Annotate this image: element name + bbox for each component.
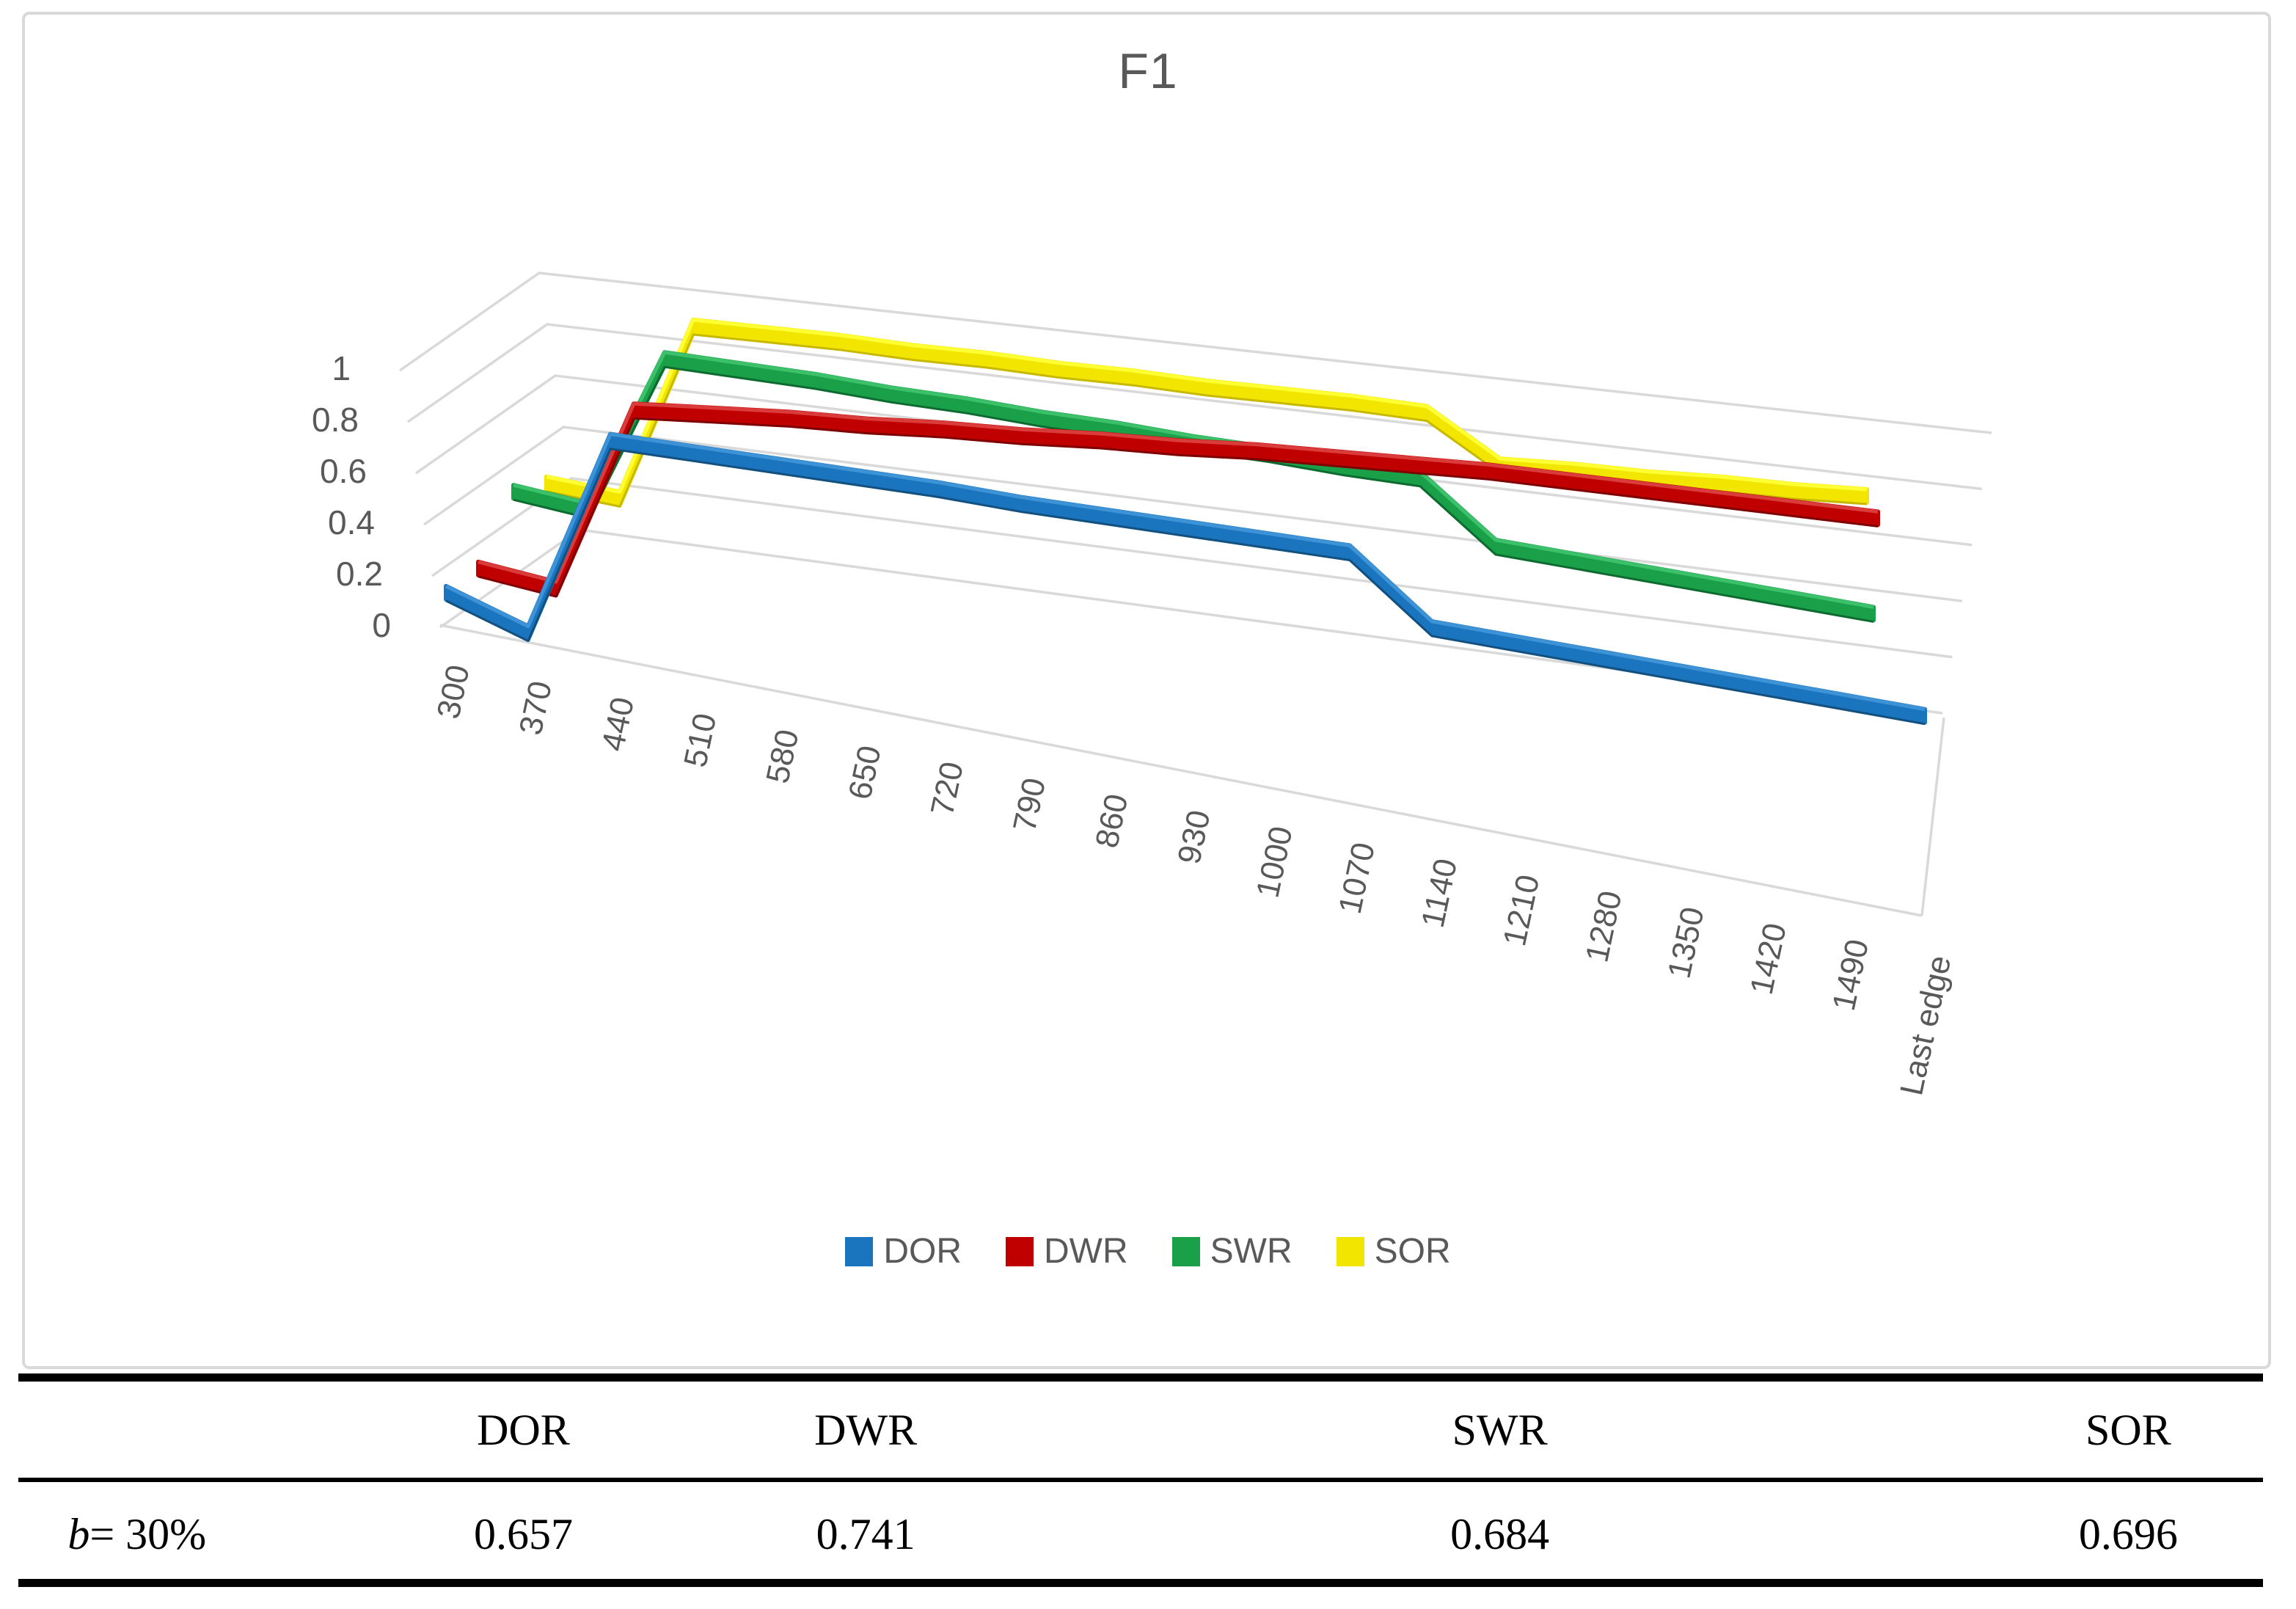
- x-axis-label: 1140: [1415, 855, 1465, 931]
- table-value-dwr: 0.741: [816, 1509, 915, 1558]
- table-value-dor: 0.657: [473, 1509, 573, 1558]
- chart-panel: [22, 12, 2271, 1369]
- x-axis-label: 1280: [1579, 888, 1628, 966]
- x-axis-label: 1350: [1661, 904, 1711, 982]
- series-ribbon-top-edge-dor: [445, 432, 1926, 712]
- legend-label-dwr: DWR: [1044, 1232, 1128, 1271]
- x-axis-label: 440: [595, 694, 641, 754]
- value-gridline: [398, 271, 1992, 434]
- table-header-swr: SWR: [1452, 1405, 1548, 1454]
- table-rule-top: [18, 1373, 2263, 1382]
- y-axis-label: 0.6: [320, 452, 367, 490]
- x-axis-label: 860: [1089, 791, 1135, 851]
- row-label-rest: = 30%: [89, 1509, 207, 1558]
- x-axis-label: 370: [513, 678, 559, 738]
- x-axis-label: 1210: [1496, 872, 1546, 949]
- x-axis-label: 1490: [1826, 936, 1876, 1014]
- legend-item-sor: SOR: [1336, 1231, 1451, 1271]
- y-axis-label: 0.4: [328, 503, 375, 541]
- legend-label-sor: SOR: [1374, 1232, 1451, 1271]
- table-data-row: b = 30% 0.657 0.741 0.684 0.696: [18, 1495, 2263, 1573]
- series-ribbon-bottom-edge-dor: [445, 448, 1926, 726]
- chart-title: F1: [1118, 43, 1178, 99]
- legend-swatch-swr: [1171, 1236, 1200, 1266]
- y-axis-label: 0.2: [336, 555, 383, 593]
- x-axis-label: 1420: [1744, 920, 1794, 998]
- table-value-sor: 0.696: [2078, 1509, 2178, 1558]
- table-header-dwr: DWR: [814, 1405, 918, 1454]
- table-rule-bottom: [18, 1579, 2263, 1587]
- legend-label-dor: DOR: [883, 1232, 962, 1271]
- legend-item-swr: SWR: [1171, 1231, 1293, 1271]
- table-header-dor: DOR: [477, 1405, 570, 1454]
- series-ribbon-top-edge-swr: [513, 350, 1874, 609]
- x-axis-label: 1070: [1332, 839, 1382, 917]
- x-axis-label: 790: [1006, 775, 1053, 835]
- table-header-spacer: [18, 1391, 321, 1469]
- chart-legend: DOR DWR SWR SOR: [0, 1231, 2296, 1271]
- series-ribbon-bottom-edge-dwr: [478, 417, 1879, 598]
- legend-swatch-dwr: [1006, 1236, 1034, 1266]
- floor-right-edge: [1920, 717, 1945, 916]
- 3d-line-chart: 300 370 440 510 580 650 720 790 860 930 1000 1070 11…: [312, 271, 1992, 1098]
- x-axis-label: 930: [1171, 807, 1217, 867]
- table-rule-middle: [18, 1478, 2263, 1482]
- table-value-swr: 0.684: [1450, 1509, 1550, 1558]
- x-axis-label: 650: [842, 743, 888, 803]
- value-gridline: [406, 323, 1982, 491]
- x-axis-label: 720: [924, 759, 970, 819]
- x-axis-label: 580: [759, 726, 805, 787]
- row-label-variable: b: [67, 1509, 90, 1558]
- x-axis-label: 510: [677, 710, 723, 770]
- y-axis-label: 0: [372, 606, 391, 644]
- y-axis-label: 0.8: [312, 401, 359, 439]
- legend-item-dor: DOR: [845, 1231, 962, 1271]
- x-axis-label: 1000: [1249, 823, 1299, 901]
- legend-label-swr: SWR: [1210, 1232, 1293, 1271]
- legend-item-dwr: DWR: [1006, 1231, 1128, 1271]
- y-axis-label: 1: [332, 349, 351, 387]
- legend-swatch-dor: [845, 1236, 874, 1266]
- value-gridline: [414, 374, 1973, 547]
- x-axis-label: 300: [431, 662, 477, 722]
- category-axis-line: [439, 624, 1923, 917]
- x-axis-label: Last edge: [1893, 952, 1958, 1098]
- table-header-sor: SOR: [2085, 1405, 2171, 1454]
- table-header-row: DOR DWR SWR SOR: [18, 1391, 2263, 1469]
- table-row-label: b = 30%: [18, 1495, 321, 1573]
- series-ribbon-top-edge-dwr: [478, 401, 1879, 584]
- series-ribbon-top-edge-sor: [546, 318, 1868, 494]
- value-gridline: [431, 477, 1953, 659]
- legend-swatch-sor: [1336, 1236, 1364, 1266]
